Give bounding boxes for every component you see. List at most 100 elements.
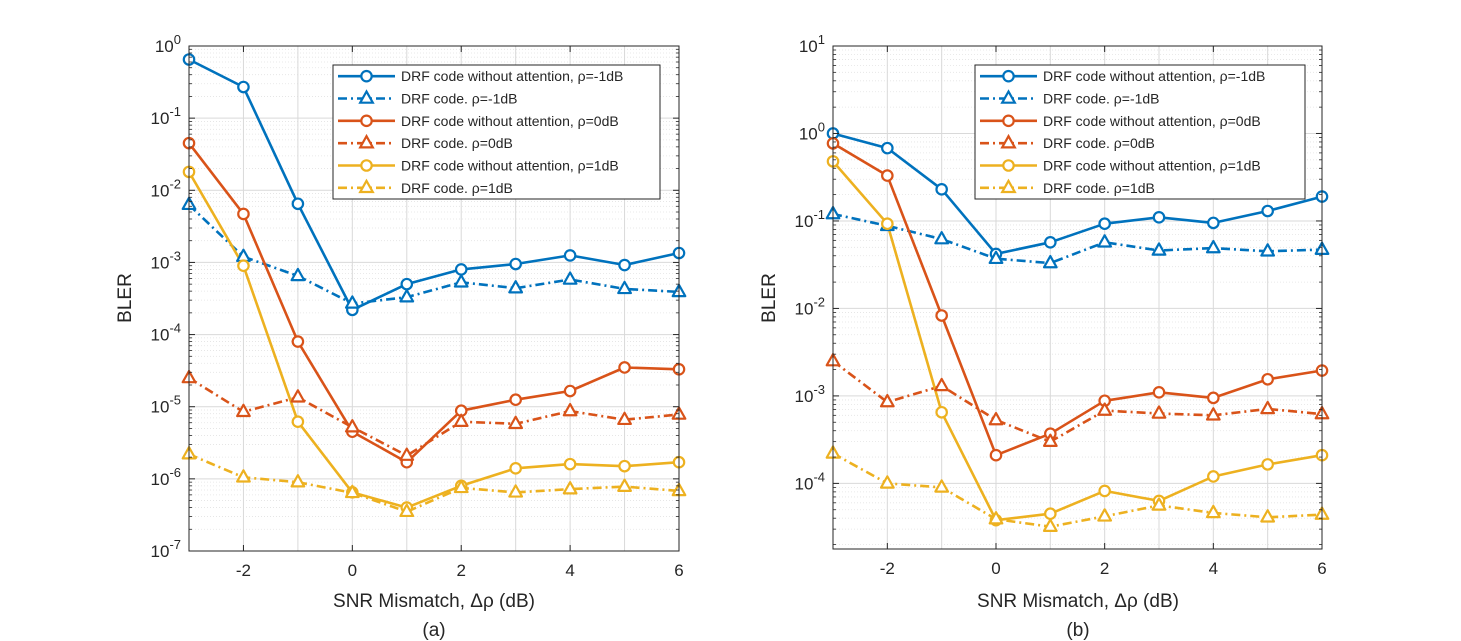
data-point-marker (881, 217, 894, 231)
y-tick-exponent: -1 (169, 104, 181, 119)
data-point-marker (236, 403, 251, 418)
legend-marker (1002, 159, 1015, 172)
legend-marker (358, 89, 375, 104)
data-point-marker (935, 405, 948, 419)
data-point-marker (988, 511, 1004, 525)
data-point-marker (508, 484, 524, 498)
data-point-marker (453, 479, 469, 494)
y-tick-base: 10 (795, 387, 814, 406)
data-point-marker (988, 411, 1004, 426)
x-tick-labels: -2 0 2 4 6 (880, 559, 1327, 578)
series-line (832, 452, 1323, 528)
legend-entry: DRF code without attention, ρ=0dB (401, 113, 619, 129)
legend: DRF code without attention, ρ=-1dB DRF co… (332, 64, 661, 200)
y-tick-exponent: -3 (813, 382, 825, 397)
data-point-marker (563, 457, 577, 471)
x-tick-label: 0 (348, 561, 357, 580)
data-point-marker (1042, 518, 1058, 532)
data-point-marker (618, 258, 631, 272)
legend-marker (360, 114, 373, 128)
x-tick-label: 0 (991, 559, 1000, 578)
y-axis-label: BLER (115, 273, 136, 323)
x-axis-label: SNR Mismatch, Δρ (dB) (977, 591, 1179, 612)
y-tick-label: 10-4 (151, 321, 181, 345)
y-tick-label: 10-2 (151, 176, 181, 200)
y-tick-label: 10-4 (795, 469, 825, 493)
data-point-marker (290, 474, 306, 488)
data-point-marker (881, 141, 894, 155)
x-tick-label: 6 (674, 561, 683, 580)
panel-label: (a) (422, 620, 445, 641)
data-point-marker (934, 479, 950, 493)
legend-entry: DRF code without attention, ρ=1dB (401, 158, 619, 174)
data-point-marker (290, 389, 306, 403)
data-point-marker (1044, 236, 1057, 249)
y-tick-base: 10 (151, 326, 170, 345)
data-point-marker (562, 402, 578, 417)
legend-entry: DRF code without attention, ρ=-1dB (1043, 68, 1265, 84)
plot-frame (188, 45, 680, 552)
data-point-marker (1151, 242, 1167, 256)
data-point-marker (1261, 204, 1274, 218)
plot-frame (832, 45, 1323, 550)
y-tick-label: 10-6 (151, 465, 181, 489)
data-point-marker (988, 250, 1004, 265)
legend-marker (1002, 114, 1015, 128)
data-point-marker (453, 413, 469, 427)
legend-box (332, 64, 661, 200)
data-point-marker (399, 447, 415, 461)
series-line (187, 171, 680, 509)
y-tick-exponent: -2 (813, 294, 825, 309)
y-tick-base: 10 (155, 37, 174, 56)
data-point-marker (344, 484, 360, 499)
data-point-marker (291, 335, 305, 348)
y-tick-exponent: -7 (169, 537, 181, 552)
legend-marker (1000, 89, 1017, 104)
data-point-marker (1151, 497, 1167, 511)
y-tick-label: 100 (155, 32, 181, 56)
x-tick-label: -2 (236, 561, 251, 580)
minor-grid (833, 49, 1322, 545)
data-point-marker (1042, 254, 1058, 269)
y-tick-base: 10 (795, 299, 814, 318)
data-point-marker (1044, 507, 1057, 521)
axis-ticks (189, 45, 680, 552)
data-point-marker (1261, 372, 1274, 386)
series-line (188, 453, 680, 513)
data-point-marker (934, 231, 950, 245)
legend-entry: DRF code without attention, ρ=1dB (1043, 158, 1261, 174)
data-point-marker (344, 295, 360, 309)
y-tick-label: 10-7 (151, 537, 181, 561)
legend-entry: DRF code. ρ=0dB (401, 135, 513, 151)
y-tick-label: 10-3 (151, 248, 181, 272)
y-tick-exponent: -5 (169, 393, 181, 408)
legend-entry: DRF code. ρ=1dB (401, 180, 513, 196)
x-axis-label: SNR Mismatch, Δρ (dB) (333, 591, 535, 612)
data-point-marker (879, 475, 895, 489)
data-point-marker (237, 207, 250, 221)
data-point-marker (617, 411, 632, 426)
data-point-marker (1260, 400, 1276, 415)
data-point-marker (879, 393, 895, 408)
y-tick-base: 10 (795, 474, 814, 493)
axis-ticks (833, 45, 1323, 549)
y-tick-exponent: -1 (813, 207, 825, 222)
data-point-marker (563, 249, 577, 262)
data-point-marker (454, 263, 468, 276)
data-point-marker (453, 274, 469, 288)
y-tick-exponent: -3 (169, 248, 181, 263)
series-line (832, 212, 1323, 265)
data-point-marker (935, 309, 948, 322)
data-point-marker (1097, 234, 1113, 248)
series-lines (832, 132, 1323, 528)
data-point-marker (1097, 402, 1113, 416)
y-tick-exponent: 0 (818, 119, 825, 134)
data-point-marker (1205, 504, 1221, 519)
series-lines (187, 58, 680, 513)
legend-box (974, 64, 1306, 200)
y-tick-base: 10 (151, 542, 170, 561)
data-point-marker (509, 393, 522, 407)
